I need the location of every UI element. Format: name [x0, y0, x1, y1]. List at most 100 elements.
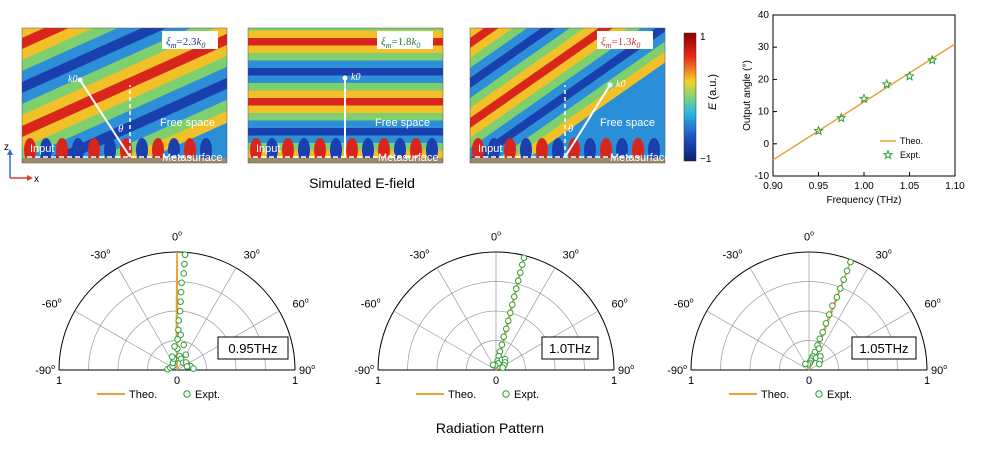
wave-band [248, 16, 443, 25]
wave-band [22, 55, 227, 160]
free-space-label: Free space [600, 117, 655, 129]
k0-arrow-head [77, 77, 83, 83]
expt-point [815, 345, 823, 352]
expt-point [499, 364, 506, 371]
expt-point [177, 288, 185, 296]
expt-point [500, 333, 507, 340]
wave-band [22, 44, 227, 149]
legend-expt-swatch [882, 149, 894, 160]
expt-point [177, 298, 184, 305]
expt-point [836, 112, 847, 123]
expt-point [520, 254, 528, 262]
polar-spoke [117, 267, 178, 371]
expt-point [833, 293, 841, 301]
near-field-lobe [378, 138, 390, 162]
expt-point [858, 93, 870, 104]
k0-arrow [79, 79, 131, 158]
field-panel-overlay: ξm=1.8k0 k0 Free space Input Metasurface [253, 31, 439, 164]
frequency-badge [851, 336, 917, 360]
expt-point [825, 311, 833, 318]
y-tick-label: 20 [758, 74, 770, 85]
polar-angle-label: 0o [172, 231, 182, 244]
x-tick-label: 0.90 [763, 181, 783, 192]
legend-expt-label: Expt. [514, 389, 539, 401]
near-field-lobe [472, 138, 484, 162]
expt-point [904, 70, 915, 81]
polar-spoke [749, 267, 810, 371]
output-angle-chart: 0.90 0.95 1.00 1.05 1.10 -10 0 10 20 30 40 Frequenc… [742, 10, 965, 206]
k0-arrow-head [342, 75, 348, 81]
polar-angle-label: 90o [618, 364, 634, 377]
field-panel-overlay: ξm=1.3k0 k0 θ Free space Input Metasurface [475, 31, 671, 164]
near-field-lobe [552, 138, 564, 162]
y-tick-label: 10 [758, 107, 770, 118]
wave-band [22, 0, 227, 28]
polar-angle-label: 60o [924, 297, 940, 310]
field-panel-overlay: ξm=2.3k0 k0 θ Free space Input Metasurface [27, 31, 223, 164]
polar-spoke [706, 310, 810, 371]
polar-angle-label: 90o [299, 364, 315, 377]
wave-band [470, 28, 665, 163]
near-field-lobe [520, 138, 532, 162]
near-field-lobe [72, 138, 84, 162]
free-space-label: Free space [160, 117, 215, 129]
legend-theo-label: Theo. [448, 389, 476, 401]
x-tick-label: 1.05 [900, 181, 920, 192]
theo-line [772, 43, 956, 161]
polar-radial-label: 1 [688, 375, 694, 387]
polar-angle-label: -90o [667, 364, 687, 377]
wave-band [470, 28, 472, 29]
colorbar-max: 1 [700, 32, 706, 43]
polar-angle-label: 30o [876, 249, 892, 262]
panel-label: ξm=1.3k0 [601, 36, 640, 50]
wave-band [22, 0, 227, 6]
wave-band [248, 1, 443, 10]
near-field-lobe [632, 138, 644, 162]
expt-point [816, 335, 824, 343]
polar-angle-label: 90o [931, 364, 947, 377]
y-tick-label: -10 [755, 171, 770, 182]
polar-spoke [436, 267, 497, 371]
near-field-lobe [426, 138, 438, 162]
theta-label: θ [568, 123, 574, 135]
field-panel-1 [21, 0, 228, 164]
wave-band [248, 0, 443, 2]
expt-point [822, 320, 830, 327]
k0-arrow-head [607, 82, 613, 88]
legend-expt-label: Expt. [827, 389, 852, 401]
legend-expt-swatch [815, 390, 823, 398]
polar-angle-label: -60o [42, 297, 62, 310]
polar-angle-label: -60o [361, 297, 381, 310]
metasurface-label: Metasurface [162, 152, 223, 164]
polar-angle-label: 0o [491, 231, 501, 244]
polar-radial-label: 1 [292, 375, 298, 387]
metasurface-strip [248, 158, 443, 163]
panel-label-box [597, 31, 653, 49]
near-field-lobe [24, 138, 36, 162]
polar-angle-label: -30o [723, 249, 743, 262]
expt-point [181, 260, 188, 268]
expt-point [514, 277, 522, 284]
near-field-lobe [136, 138, 148, 162]
expt-point [847, 258, 854, 266]
expt-point [502, 325, 510, 333]
x-axis-label: Frequency (THz) [826, 195, 901, 206]
axis-x-label: x [34, 174, 39, 185]
legend-theo-label: Theo. [761, 389, 789, 401]
frequency-badge [217, 336, 289, 360]
input-label: Input [478, 143, 502, 155]
wave-band [37, 77, 227, 163]
expt-point [176, 307, 184, 315]
wave-band [22, 28, 227, 127]
near-field-lobe [104, 138, 116, 162]
near-field-lobe [504, 138, 516, 162]
colorbar-min: −1 [700, 154, 712, 165]
near-field-lobe [266, 138, 278, 162]
frequency-badge-label: 1.0THz [549, 341, 591, 356]
input-label: Input [30, 143, 54, 155]
axes-indicator: z x [4, 142, 39, 185]
near-field-lobe [184, 138, 196, 162]
polar-spoke [74, 310, 178, 371]
